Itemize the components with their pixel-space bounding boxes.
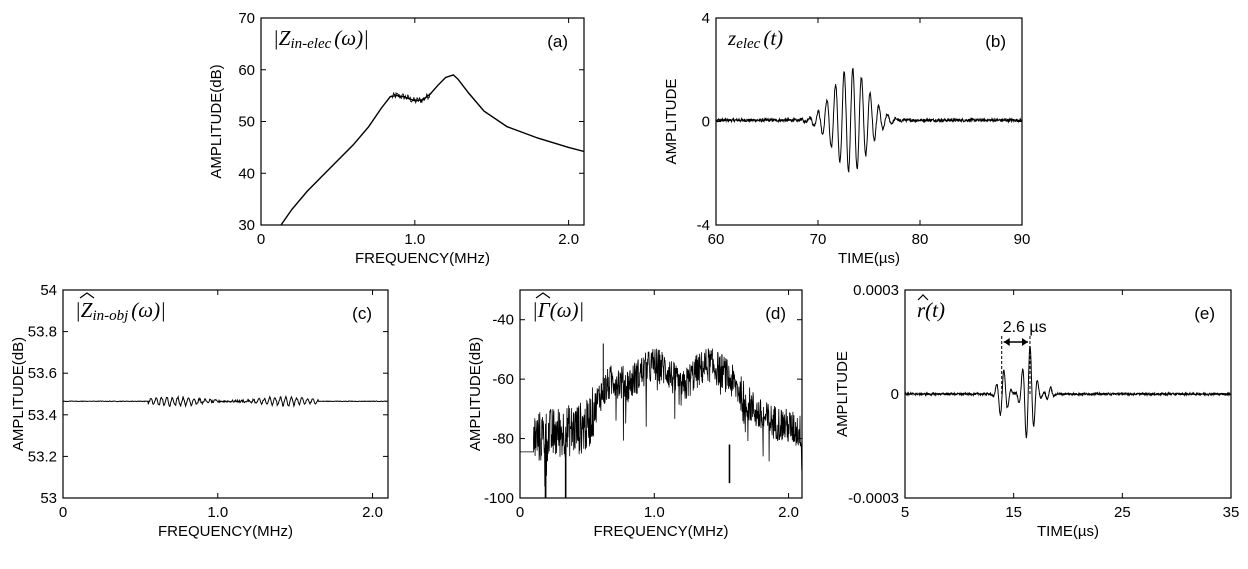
hat-accent <box>917 294 929 301</box>
x-tick-label: 25 <box>1114 504 1131 521</box>
y-tick-label: -80 <box>492 431 514 448</box>
x-tick-label: 70 <box>810 231 827 248</box>
hat-accent <box>79 292 95 299</box>
chart-title: zelec (t) <box>727 26 783 52</box>
y-tick-label: -4 <box>697 217 710 234</box>
chart-title: |Γ(ω)| <box>532 298 584 322</box>
x-axis-label: FREQUENCY(MHz) <box>158 523 293 540</box>
plot-frame <box>62 289 389 499</box>
y-tick-label: 4 <box>702 10 710 27</box>
y-tick-label: 53.4 <box>28 407 57 424</box>
x-tick-label: 0 <box>516 504 524 521</box>
chart-panel-d: 0 1.0 2.0 -100 -80 -60 -40 FREQUENCY(MHz) AMPLIT… <box>467 289 803 540</box>
series-line <box>716 67 1022 173</box>
y-tick-label: 30 <box>238 217 255 234</box>
annotation-text: 2.6 µs <box>1003 319 1047 336</box>
series-line <box>905 345 1231 439</box>
chart-panel-e: 5 15 25 35 -0.0003 0 0.0003 TIME(µs) AMPLITUDE r(… <box>834 282 1239 540</box>
y-tick-label: 0 <box>702 114 710 131</box>
series-line <box>280 74 584 225</box>
y-tick-label: -0.0003 <box>848 490 899 507</box>
y-axis-label: AMPLITUDE(dB) <box>467 337 484 451</box>
y-tick-label: 53.2 <box>28 448 57 465</box>
panel-label: (c) <box>352 304 372 323</box>
chart-title: r(t) <box>917 298 945 322</box>
y-axis-label: AMPLITUDE <box>663 79 680 165</box>
y-tick-label: 60 <box>238 62 255 79</box>
arrow-head-left <box>1003 338 1010 346</box>
y-tick-label: -40 <box>492 312 514 329</box>
y-tick-label: -100 <box>484 490 514 507</box>
x-tick-label: 0 <box>59 504 67 521</box>
chart-title: |Zin-elec (ω)| <box>273 26 369 52</box>
panel-label: (b) <box>985 32 1006 51</box>
plot-frame <box>519 289 803 499</box>
panel-label: (a) <box>547 32 568 51</box>
x-tick-label: 2.0 <box>558 231 579 248</box>
arrow-head-right <box>1021 338 1028 346</box>
x-tick-label: 60 <box>708 231 725 248</box>
y-tick-label: 50 <box>238 114 255 131</box>
y-axis-label: AMPLITUDE <box>834 351 851 437</box>
x-tick-label: 1.0 <box>644 504 665 521</box>
y-axis-label: AMPLITUDE(dB) <box>208 64 225 178</box>
x-tick-label: 2.0 <box>778 504 799 521</box>
hat-accent <box>535 292 551 299</box>
y-tick-label: -60 <box>492 371 514 388</box>
y-tick-label: 53.8 <box>28 324 57 341</box>
y-tick-label: 54 <box>40 282 57 299</box>
x-tick-label: 35 <box>1223 504 1240 521</box>
chart-panel-c: 0 1.0 2.0 53 53.2 53.4 53.6 53.8 54 FREQUENCY(MHz… <box>10 282 389 540</box>
x-axis-label: FREQUENCY(MHz) <box>355 250 490 267</box>
x-tick-label: 1.0 <box>404 231 425 248</box>
y-tick-label: 0 <box>891 386 899 403</box>
y-tick-label: 70 <box>238 10 255 27</box>
panel-label: (e) <box>1194 304 1215 323</box>
x-axis-label: TIME(µs) <box>1037 523 1099 540</box>
x-tick-label: 15 <box>1005 504 1022 521</box>
x-tick-label: 1.0 <box>207 504 228 521</box>
series-noise <box>391 91 431 105</box>
series-line <box>520 348 802 498</box>
panel-label: (d) <box>765 304 786 323</box>
chart-panel-a: 0 1.0 2.0 30 40 50 60 70 FREQUENCY(MHz) AMPLITUDE… <box>208 10 585 267</box>
x-tick-label: 0 <box>257 231 265 248</box>
chart-title: |Zin-obj (ω)| <box>75 298 166 324</box>
x-axis-label: TIME(µs) <box>838 250 900 267</box>
x-axis-label: FREQUENCY(MHz) <box>594 523 729 540</box>
y-tick-label: 0.0003 <box>853 282 899 299</box>
x-tick-label: 80 <box>912 231 929 248</box>
x-tick-label: 5 <box>901 504 909 521</box>
y-axis-label: AMPLITUDE(dB) <box>10 337 27 451</box>
y-tick-label: 40 <box>238 165 255 182</box>
y-tick-label: 53 <box>40 490 57 507</box>
x-tick-label: 2.0 <box>362 504 383 521</box>
y-tick-label: 53.6 <box>28 365 57 382</box>
x-tick-label: 90 <box>1014 231 1031 248</box>
chart-panel-b: 60 70 80 90 -4 0 4 TIME(µs) AMPLITUDE zelec (t) (b) <box>663 10 1030 267</box>
series-line <box>63 394 388 408</box>
